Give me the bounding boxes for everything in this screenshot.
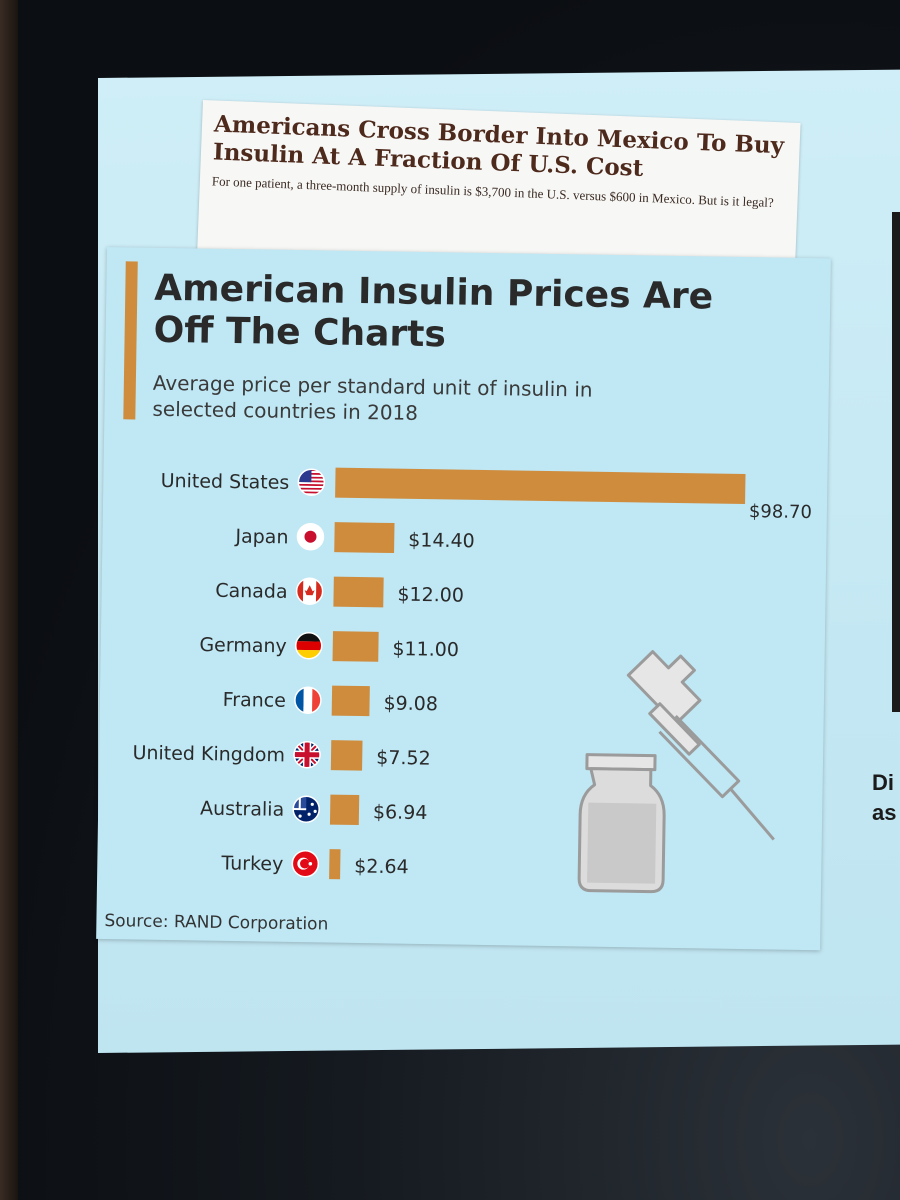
adjacent-text-line-1: Di [872, 770, 894, 795]
category-label: United Kingdom [132, 742, 285, 766]
turkey-flag-icon [291, 849, 320, 878]
bar [329, 849, 341, 880]
bar [329, 794, 360, 826]
category-label: United States [160, 470, 289, 494]
value-label: $9.08 [383, 692, 438, 715]
category-label: Canada [215, 580, 288, 603]
france-flag-icon [294, 686, 322, 714]
value-label: $6.94 [373, 801, 428, 824]
adjacent-text-line-2: as [872, 800, 897, 825]
bar [334, 522, 395, 554]
category-label: Turkey [220, 852, 283, 875]
category-label: Germany [199, 634, 287, 657]
us-flag-icon [297, 468, 326, 496]
value-label: $11.00 [392, 638, 459, 661]
category-label: Australia [200, 798, 284, 821]
value-label: $98.70 [749, 501, 812, 523]
category-label: Japan [234, 526, 288, 549]
adjacent-image [892, 212, 900, 712]
germany-flag-icon [295, 631, 323, 660]
value-label: $14.40 [408, 529, 475, 552]
bar [333, 576, 384, 608]
adjacent-text: Di as [872, 768, 896, 828]
chart-source: Source: RAND Corporation [104, 911, 329, 935]
bar-chart: United States $98.70 Japan $14.40 Canada $12.… [132, 467, 812, 894]
australia-flag-icon [292, 795, 320, 823]
bar [330, 740, 363, 771]
bar [331, 685, 370, 717]
bar [332, 631, 379, 662]
bar [335, 467, 746, 505]
value-label: $7.52 [376, 747, 431, 770]
chart-card: American Insulin Prices Are Off The Char… [96, 247, 831, 951]
value-label: $2.64 [354, 855, 409, 878]
uk-flag-icon [293, 740, 321, 769]
syringe-vial-illustration [577, 650, 775, 894]
japan-flag-icon [296, 522, 325, 551]
value-label: $12.00 [397, 584, 464, 607]
category-label: France [223, 689, 287, 712]
room-edge [0, 0, 18, 1200]
canada-flag-icon [295, 577, 324, 605]
